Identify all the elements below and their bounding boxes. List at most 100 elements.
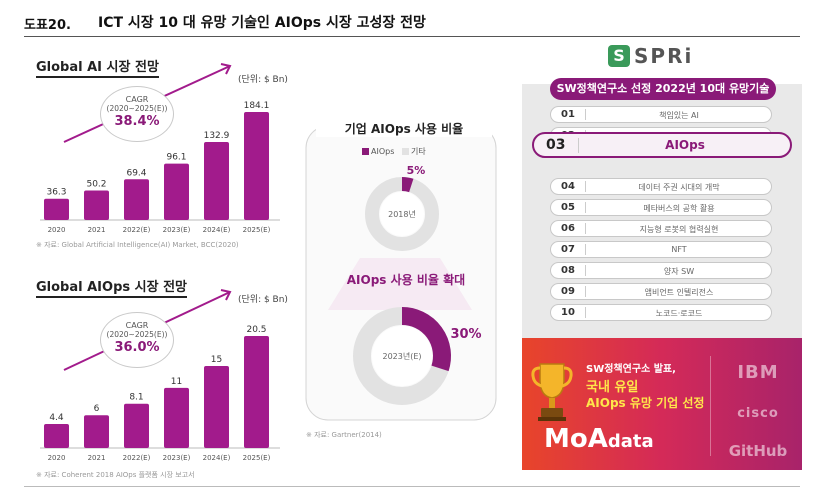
tech-list-item: 10 노코드·로코드 bbox=[550, 304, 772, 321]
aiops-bar bbox=[124, 403, 149, 448]
ai-bar bbox=[164, 163, 189, 220]
banner-line-3: AIOps 유망 기업 선정 bbox=[586, 396, 705, 410]
figure-title: ICT 시장 10 대 유망 기술인 AIOps 시장 고성장 전망 bbox=[98, 15, 426, 31]
legend-other-label: 기타 bbox=[411, 147, 426, 156]
tech-item-separator bbox=[585, 307, 586, 318]
tech-list-item: 05 메타버스의 공학 활용 bbox=[550, 199, 772, 216]
ai-market-bar-chart: 36.3 2020 50.2 2021 69.4 2022(E) 96.1 2023(E) 13… bbox=[40, 63, 280, 234]
tech-list-item: 04 데이터 주권 시대의 개막 bbox=[550, 178, 772, 195]
tech-item-label: 양자 SW bbox=[663, 267, 695, 276]
figure-header: 도표20. ICT 시장 10 대 유망 기술인 AIOps 시장 고성장 전망 bbox=[24, 10, 804, 36]
ai-category-label: 2021 bbox=[88, 226, 106, 234]
tech-list-item: 03 AIOps bbox=[532, 132, 792, 158]
ai-bar bbox=[204, 142, 229, 220]
donut-2018-percent-label: 5% bbox=[407, 164, 426, 177]
tech-item-label: NFT bbox=[671, 245, 687, 254]
ai-value-label: 184.1 bbox=[244, 101, 270, 111]
spri-logo-text: SPRi bbox=[634, 44, 694, 68]
legend-aiops-label: AIOps bbox=[371, 147, 395, 156]
moadata-logo-big: MoA bbox=[544, 424, 608, 454]
aiops-chart-unit: (단위: $ Bn) bbox=[238, 295, 288, 305]
donut-2023-percent-label: 30% bbox=[450, 327, 481, 342]
ai-cagr-period: (2020~2025(E)) bbox=[106, 104, 168, 113]
aiops-bar bbox=[244, 336, 269, 448]
tech-item-separator bbox=[585, 244, 586, 255]
moadata-logo: MoAdata bbox=[544, 424, 654, 454]
legend-other-swatch bbox=[402, 148, 410, 155]
tech-list-item: 06 지능형 로봇의 협력실현 bbox=[550, 220, 772, 237]
header-rule bbox=[24, 36, 800, 37]
expand-funnel bbox=[328, 258, 472, 310]
spri-panel: S SPRi SW정책연구소 선정 2022년 10대 유망기술 01 책임있는 … bbox=[522, 40, 802, 470]
cisco-logo: cisco bbox=[737, 406, 779, 421]
aiops-bar bbox=[44, 423, 69, 448]
ai-cagr-value: 38.4% bbox=[114, 114, 160, 129]
expand-label: AIOps 사용 비율 확대 bbox=[346, 273, 466, 287]
tech-item-number: 10 bbox=[561, 307, 575, 318]
tech-item-number: 09 bbox=[561, 286, 575, 297]
usage-legend: AIOps 기타 bbox=[362, 146, 426, 157]
ibm-logo: IBM bbox=[737, 362, 779, 383]
donut-2023-hole bbox=[372, 326, 432, 386]
aiops-cagr-period: (2020~2025(E)) bbox=[106, 330, 168, 339]
tech-item-label: 앰비언트 인텔리전스 bbox=[644, 288, 714, 297]
banner-line-2: 국내 유일 bbox=[586, 380, 639, 395]
ai-chart-title: Global AI 시장 전망 bbox=[36, 56, 159, 78]
aiops-category-label: 2023(E) bbox=[163, 454, 191, 462]
banner-line-1: SW정책연구소 발표, bbox=[586, 364, 676, 375]
ai-category-label: 2025(E) bbox=[243, 226, 271, 234]
tech-item-separator bbox=[578, 138, 579, 153]
ai-chart-source: ※ 자료: Global Artificial Intelligence(AI)… bbox=[36, 241, 239, 249]
aiops-cagr-badge: CAGR (2020~2025(E)) 36.0% bbox=[100, 312, 174, 368]
aiops-bar bbox=[164, 387, 189, 448]
donut-2018-hole bbox=[380, 192, 424, 236]
aiops-chart-title: Global AIOps 시장 전망 bbox=[36, 276, 188, 298]
trophy-icon bbox=[531, 363, 573, 421]
ai-value-label: 36.3 bbox=[46, 188, 66, 198]
aiops-chart-source: ※ 자료: Coherent 2018 AIOps 플랫폼 시장 보고서 bbox=[36, 471, 195, 479]
donut-2018-center-label: 2018년 bbox=[388, 209, 416, 219]
tech-item-label: 데이터 주권 시대의 개막 bbox=[638, 183, 720, 192]
aiops-growth-arrowhead bbox=[220, 289, 232, 301]
ai-value-label: 96.1 bbox=[166, 153, 186, 163]
tech-item-label: 메타버스의 공학 활용 bbox=[643, 204, 715, 213]
tech-item-label: 노코드·로코드 bbox=[655, 309, 703, 318]
spri-mark-icon: S bbox=[608, 45, 630, 67]
usage-ratio-title: 기업 AIOps 사용 비율 bbox=[316, 120, 492, 137]
usage-source: ※ 자료: Gartner(2014) bbox=[306, 431, 382, 439]
ai-value-label: 50.2 bbox=[86, 180, 106, 190]
aiops-market-bar-chart: 4.4 2020 6 2021 8.1 2022(E) 11 2023(E) 15 2024(E)… bbox=[40, 289, 280, 462]
tech-item-number: 08 bbox=[561, 265, 575, 276]
tech-item-separator bbox=[585, 286, 586, 297]
banner-divider bbox=[710, 356, 711, 456]
github-logo: GitHub bbox=[728, 442, 788, 460]
aiops-cagr-value: 36.0% bbox=[114, 340, 160, 355]
ai-growth-arrowhead bbox=[220, 63, 232, 75]
tech-list-item: 09 앰비언트 인텔리전스 bbox=[550, 283, 772, 300]
tech-item-separator bbox=[585, 223, 586, 234]
aiops-category-label: 2022(E) bbox=[123, 454, 151, 462]
tech-list-item: 08 양자 SW bbox=[550, 262, 772, 279]
tech-item-separator bbox=[585, 181, 586, 192]
ai-bar bbox=[124, 179, 149, 220]
ai-value-label: 132.9 bbox=[204, 131, 230, 141]
tech-item-separator bbox=[585, 265, 586, 276]
donut-2018-aiops-slice bbox=[401, 177, 414, 193]
tech-list-item: 07 NFT bbox=[550, 241, 772, 258]
aiops-value-label: 6 bbox=[94, 404, 100, 414]
ai-cagr-label: CAGR bbox=[125, 95, 149, 104]
tech-list-item: 01 책임있는 AI bbox=[550, 106, 772, 123]
tech-item-separator bbox=[585, 109, 586, 120]
footer-rule bbox=[24, 486, 800, 487]
ai-value-label: 69.4 bbox=[126, 168, 146, 178]
aiops-bar bbox=[204, 366, 229, 448]
donut-2023-center-label: 2023년(E) bbox=[382, 351, 421, 361]
donut-2023-aiops-slice bbox=[401, 307, 451, 372]
tech-item-label: AIOps bbox=[665, 138, 705, 152]
ai-category-label: 2022(E) bbox=[123, 226, 151, 234]
ai-category-label: 2024(E) bbox=[203, 226, 231, 234]
aiops-category-label: 2021 bbox=[88, 454, 106, 462]
aiops-category-label: 2025(E) bbox=[243, 454, 271, 462]
tech-item-number: 03 bbox=[546, 137, 566, 153]
tech-item-separator bbox=[585, 202, 586, 213]
